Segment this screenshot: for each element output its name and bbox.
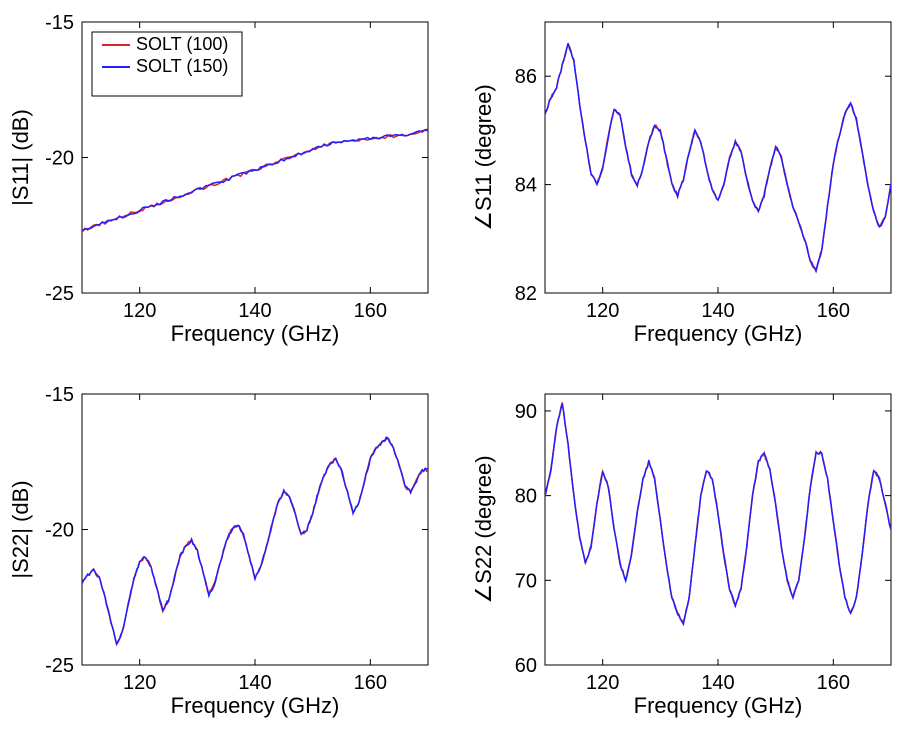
ylabel: ∠S22 (degree)	[473, 455, 496, 603]
ytick-label: -25	[45, 655, 74, 677]
ytick-label: -20	[45, 148, 74, 170]
panel-s22-mag: 120 140 160 -25 -20 -15 Frequency (GHz) |S22| (…	[10, 382, 443, 734]
chart-svg: 120 140 160 82 84 86 Frequency (GHz) ∠S11 (degr…	[473, 10, 903, 355]
panel-s11-phase: 120 140 160 82 84 86 Frequency (GHz) ∠S11 (degr…	[473, 10, 906, 362]
xtick-label: 120	[586, 300, 619, 322]
xtick-label: 140	[238, 300, 271, 322]
series-0	[545, 44, 891, 271]
xlabel: Frequency (GHz)	[634, 321, 803, 346]
chart-svg: 120 140 160 -25 -20 -15 Frequency (GHz) |S11| (…	[10, 10, 440, 355]
series-1	[545, 43, 891, 270]
ytick-label: 90	[515, 401, 537, 423]
xtick-label: 160	[354, 672, 387, 694]
legend-label: SOLT (150)	[136, 56, 228, 76]
ytick-label: -20	[45, 520, 74, 542]
ylabel: ∠S11 (degree)	[473, 84, 496, 231]
panel-s22-phase: 120 140 160 60 70 80 90 Frequency (GHz) ∠S22 (de…	[473, 382, 906, 734]
ytick-label: -15	[45, 384, 74, 406]
xtick-label: 120	[586, 672, 619, 694]
xlabel: Frequency (GHz)	[171, 321, 340, 346]
xtick-label: 120	[123, 672, 156, 694]
series-1	[82, 130, 428, 231]
chart-svg: 120 140 160 -25 -20 -15 Frequency (GHz) |S22| (…	[10, 382, 440, 727]
xtick-label: 140	[701, 300, 734, 322]
ylabel: |S11| (dB)	[10, 109, 33, 206]
legend-label: SOLT (100)	[136, 34, 228, 54]
chart-grid: 120 140 160 -25 -20 -15 Frequency (GHz) |S11| (…	[10, 10, 906, 734]
plot-box	[545, 22, 891, 293]
chart-svg: 120 140 160 60 70 80 90 Frequency (GHz) ∠S22 (de…	[473, 382, 903, 727]
ytick-label: 80	[515, 486, 537, 508]
ytick-label: -15	[45, 12, 74, 34]
plot-box	[82, 394, 428, 665]
xtick-label: 160	[817, 672, 850, 694]
ytick-label: 70	[515, 570, 537, 592]
series-0	[82, 129, 428, 232]
series-0	[82, 438, 428, 644]
ytick-label: 86	[515, 66, 537, 88]
xtick-label: 140	[238, 672, 271, 694]
panel-s11-mag: 120 140 160 -25 -20 -15 Frequency (GHz) |S11| (…	[10, 10, 443, 362]
series-1	[545, 404, 891, 624]
ytick-label: -25	[45, 283, 74, 305]
xlabel: Frequency (GHz)	[634, 693, 803, 718]
ytick-label: 84	[515, 175, 537, 197]
xtick-label: 120	[123, 300, 156, 322]
ylabel: |S22| (dB)	[10, 480, 33, 578]
series-1	[82, 437, 428, 644]
xtick-label: 160	[817, 300, 850, 322]
xlabel: Frequency (GHz)	[171, 693, 340, 718]
ytick-label: 60	[515, 655, 537, 677]
xtick-label: 140	[701, 672, 734, 694]
xtick-label: 160	[354, 300, 387, 322]
ytick-label: 82	[515, 283, 537, 305]
plot-box	[545, 394, 891, 665]
